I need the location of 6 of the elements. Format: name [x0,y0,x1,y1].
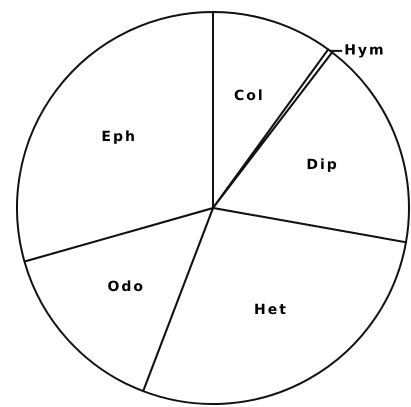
slice-label: Col [234,88,265,104]
slice-label: Het [254,302,288,318]
slice-label: Odo [107,279,146,296]
slice-label: Eph [101,128,137,145]
slice-label: Hym [344,42,386,59]
slice-label: Dip [306,157,339,174]
